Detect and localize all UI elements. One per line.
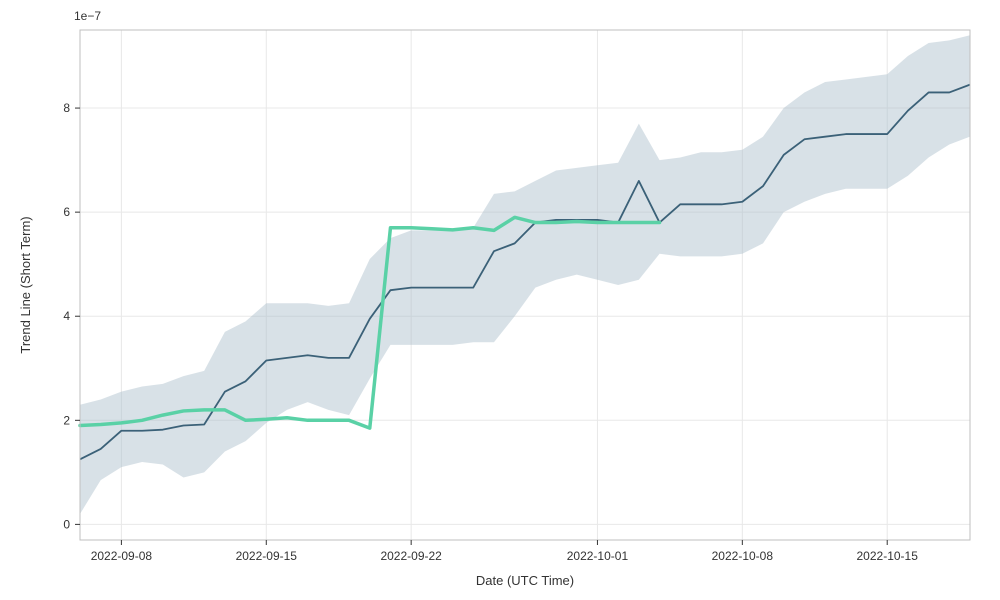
y-exponent-label: 1e−7	[74, 9, 101, 23]
chart-container: 0 2 4 6 8 2022-09-08 2022-09-15 2022-09-22 2022-…	[0, 0, 1000, 600]
x-tick-label: 2022-10-08	[712, 549, 774, 563]
x-tick-label: 2022-09-22	[380, 549, 442, 563]
y-tick-label: 2	[63, 413, 70, 427]
y-tick-label: 6	[63, 205, 70, 219]
y-tick-label: 8	[63, 101, 70, 115]
y-tick-label: 4	[63, 309, 70, 323]
x-tick-label: 2022-09-15	[236, 549, 298, 563]
y-tick-label: 0	[63, 517, 70, 531]
x-axis-label: Date (UTC Time)	[476, 573, 574, 588]
x-tick-label: 2022-09-08	[91, 549, 153, 563]
trend-line-chart: 0 2 4 6 8 2022-09-08 2022-09-15 2022-09-22 2022-…	[0, 0, 1000, 600]
x-tick-label: 2022-10-01	[567, 549, 629, 563]
x-tick-label: 2022-10-15	[857, 549, 919, 563]
y-axis-label: Trend Line (Short Term)	[18, 216, 33, 353]
